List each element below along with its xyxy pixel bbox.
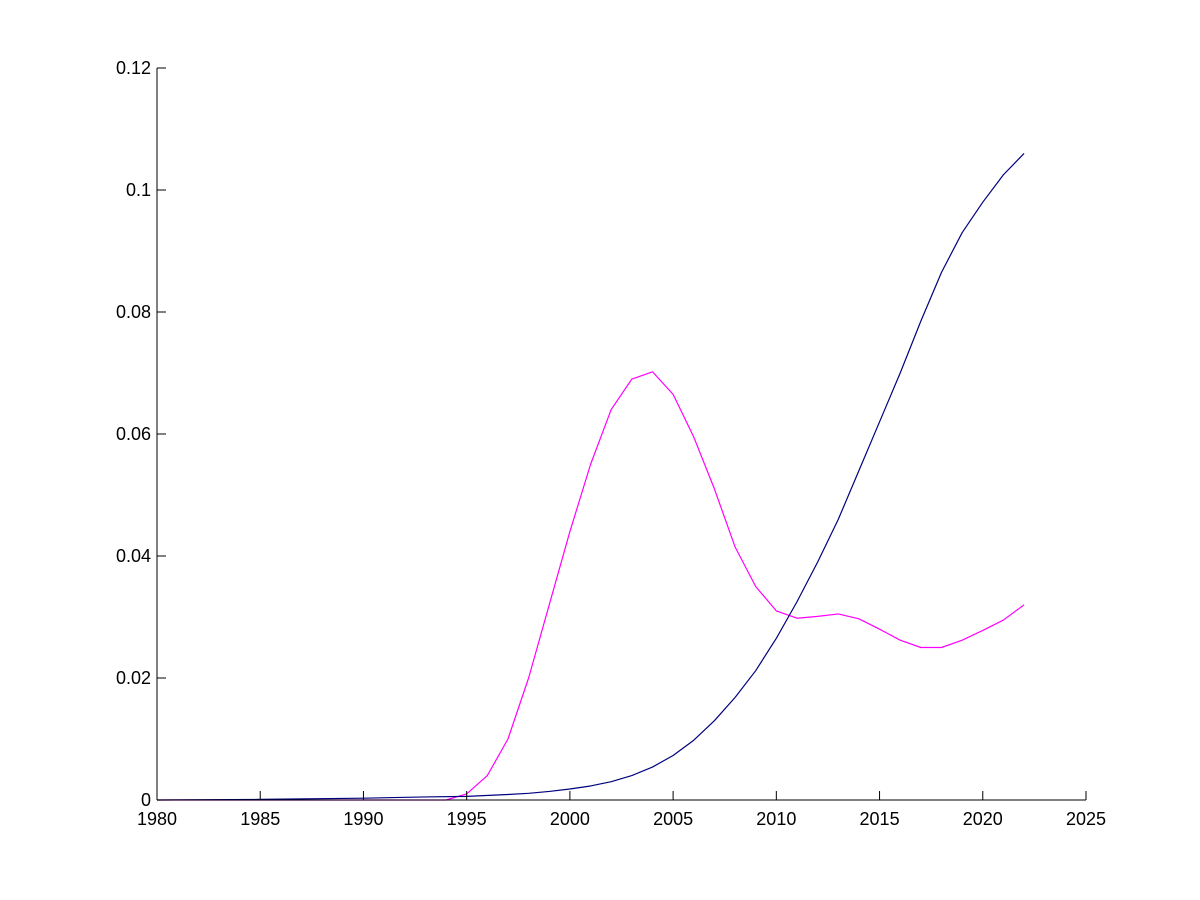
y-tick-label: 0.02 [116, 668, 151, 688]
x-tick-label: 2015 [860, 809, 900, 829]
y-tick-label: 0 [141, 790, 151, 810]
x-tick-label: 2000 [550, 809, 590, 829]
x-tick-label: 1985 [240, 809, 280, 829]
x-tick-label: 2010 [756, 809, 796, 829]
x-tick-label: 1990 [343, 809, 383, 829]
series-line-2 [156, 152, 1025, 801]
axes: 1980 1985 1990 1995 2000 2005 2010 2015 2020 2025… [116, 58, 1106, 829]
y-tick-label: 0.08 [116, 302, 151, 322]
x-tick-label: 1980 [137, 809, 177, 829]
series-line-1 [157, 371, 1025, 801]
y-tick-label: 0.06 [116, 424, 151, 444]
y-tick-label: 0.04 [116, 546, 151, 566]
y-tick-label: 0.12 [116, 58, 151, 78]
x-tick-label: 2005 [653, 809, 693, 829]
y-tick-label: 0.1 [126, 180, 151, 200]
x-tick-label: 1995 [447, 809, 487, 829]
x-tick-label: 2025 [1066, 809, 1106, 829]
series-group [156, 152, 1025, 801]
x-tick-label: 2020 [963, 809, 1003, 829]
